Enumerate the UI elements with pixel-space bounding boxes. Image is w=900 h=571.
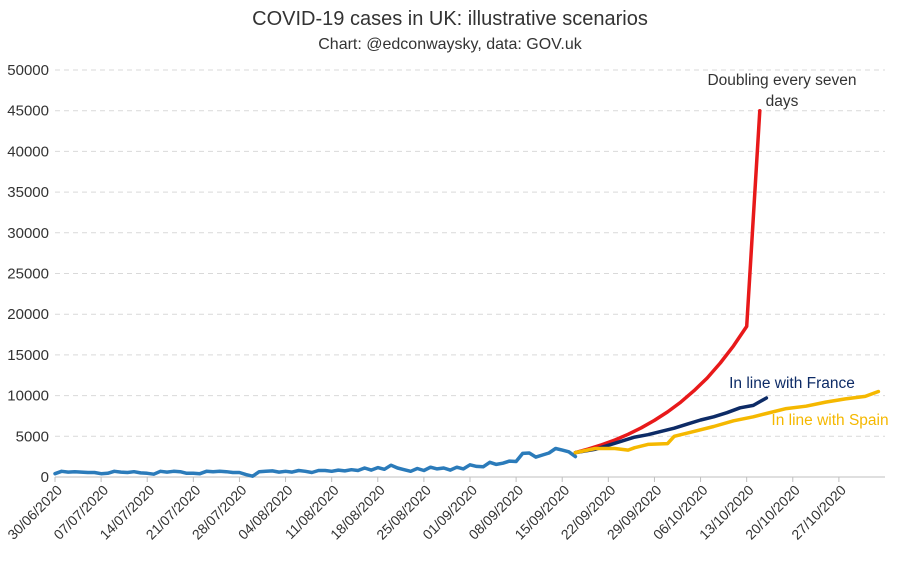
- france-annotation: In line with France: [729, 375, 855, 392]
- y-tick-label: 35000: [7, 184, 49, 201]
- annotation-line: Doubling every seven: [707, 72, 856, 89]
- y-tick-label: 10000: [7, 388, 49, 405]
- uk-cases-series-line: [53, 446, 578, 478]
- doubling-scenario-line: [573, 108, 762, 455]
- annotations: Doubling every seven days In line with Fra…: [707, 72, 888, 429]
- annotation-line: In line with Spain: [771, 412, 888, 429]
- y-tick-label: 25000: [7, 266, 49, 283]
- france-scenario-line: [573, 396, 769, 455]
- y-tick-label: 50000: [7, 62, 49, 79]
- annotation-line: days: [766, 93, 799, 110]
- y-tick-label: 15000: [7, 347, 49, 364]
- y-tick-label: 40000: [7, 143, 49, 160]
- y-axis-ticks: 0 5000 10000 15000 20000 25000 30000 35000 40000…: [7, 62, 49, 486]
- y-tick-label: 30000: [7, 225, 49, 242]
- annotation-line: In line with France: [729, 375, 855, 392]
- x-axis-ticks: 30/06/202007/07/202014/07/202021/07/2020…: [4, 477, 849, 543]
- y-tick-label: 45000: [7, 103, 49, 120]
- y-tick-label: 5000: [16, 428, 49, 445]
- spain-scenario-line: [573, 389, 881, 455]
- y-tick-label: 0: [41, 469, 49, 486]
- series-lines: [53, 108, 881, 478]
- gridlines: [55, 69, 885, 478]
- chart-title: COVID-19 cases in UK: illustrative scena…: [252, 8, 648, 30]
- doubling-annotation: Doubling every seven days: [707, 72, 856, 110]
- spain-annotation: In line with Spain: [771, 412, 888, 429]
- chart-subtitle: Chart: @edconwaysky, data: GOV.uk: [318, 36, 582, 53]
- y-tick-label: 20000: [7, 306, 49, 323]
